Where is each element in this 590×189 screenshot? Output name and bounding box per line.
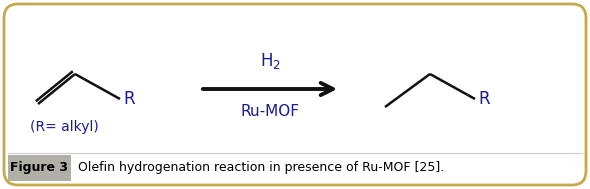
Text: Figure 3: Figure 3 [11,161,68,174]
FancyBboxPatch shape [4,4,586,185]
FancyBboxPatch shape [8,155,71,181]
Text: Ru-MOF: Ru-MOF [241,104,300,119]
Text: (R= alkyl): (R= alkyl) [30,120,99,134]
Text: R: R [123,90,135,108]
Text: R: R [478,90,490,108]
Text: H$_2$: H$_2$ [260,51,280,71]
Text: Olefin hydrogenation reaction in presence of Ru-MOF [25].: Olefin hydrogenation reaction in presenc… [78,161,444,174]
